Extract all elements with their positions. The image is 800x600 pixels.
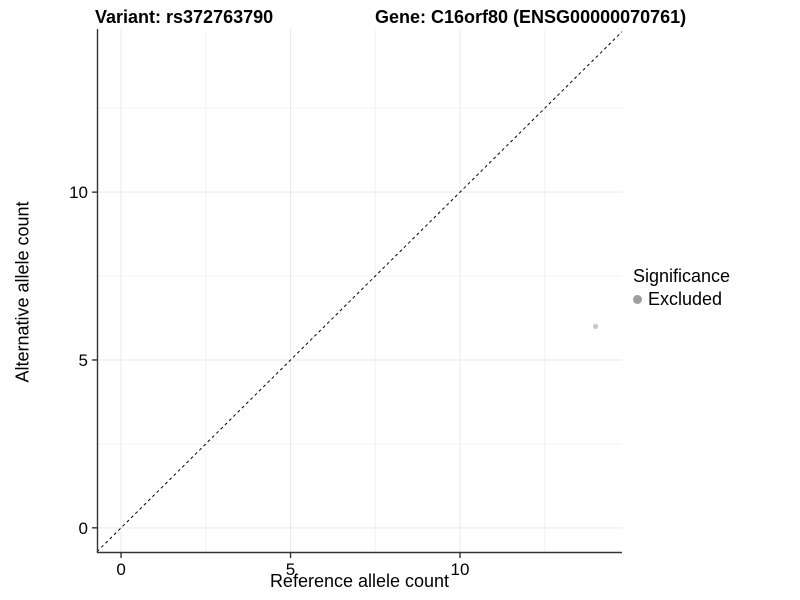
y-tick-label: 0: [79, 519, 88, 538]
x-axis-title: Reference allele count: [269, 571, 450, 591]
legend-item-label: Excluded: [648, 289, 723, 309]
scatter-plot-panel: 0 5 10 0 5 10: [69, 29, 623, 579]
x-tick-label: 10: [451, 560, 470, 579]
legend-item: Excluded: [633, 289, 730, 310]
legend-point-icon: [633, 295, 642, 304]
x-tick-label: 0: [116, 560, 125, 579]
gene-title: Gene: C16orf80 (ENSG00000070761): [375, 7, 687, 27]
legend-title: Significance: [633, 266, 731, 286]
legend: Significance Excluded: [633, 266, 730, 310]
variant-title: Variant: rs372763790: [95, 7, 274, 27]
y-tick-label: 5: [79, 351, 88, 370]
y-tick-label: 10: [69, 183, 88, 202]
x-tick-label: 5: [286, 560, 295, 579]
y-axis-title: Alternative allele count: [12, 201, 33, 383]
legend-items: Excluded: [633, 289, 730, 310]
identity-line: [96, 31, 623, 553]
data-point: [592, 323, 599, 330]
